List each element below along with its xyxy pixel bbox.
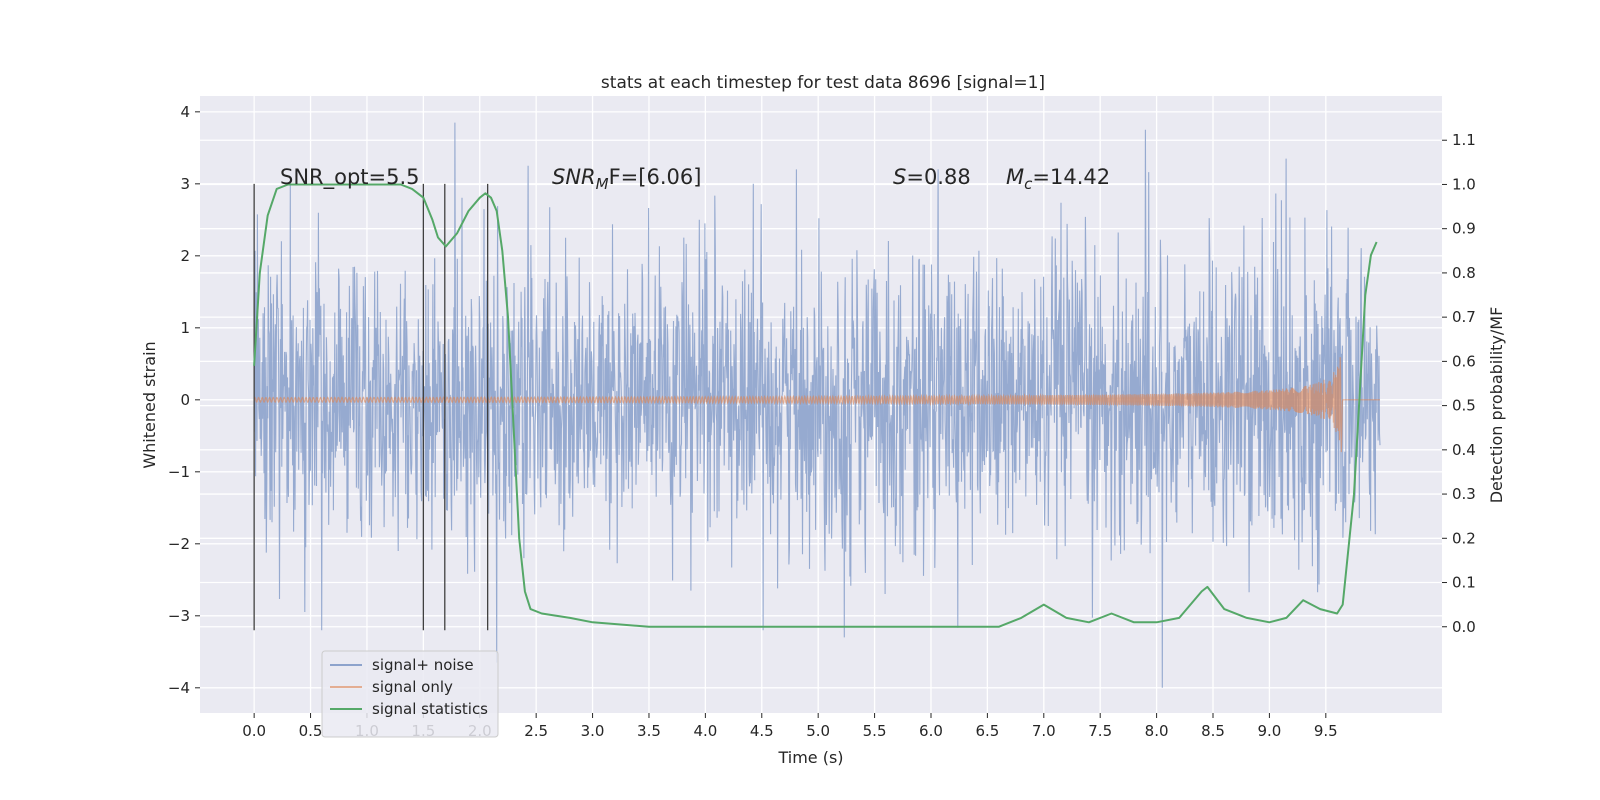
legend-label-signal-noise: signal+ noise xyxy=(372,656,474,674)
y2-axis-ticks: 0.0 0.1 0.2 0.3 0.4 0.5 0.6 0.7 0.8 0.9 1.0 1.1 xyxy=(1442,131,1476,636)
y-tick-label: 4 xyxy=(180,103,190,121)
x-tick-label: 5.5 xyxy=(863,722,887,740)
annotation-snr-mf-base: SNR xyxy=(552,165,596,189)
y-axis-label: Whitened strain xyxy=(140,341,159,468)
x-axis-label: Time (s) xyxy=(777,748,843,767)
annotation-snr-mf: SNRMF=[6.06] xyxy=(552,165,701,193)
x-tick-label: 2.5 xyxy=(524,722,548,740)
y-tick-label: −3 xyxy=(168,607,190,625)
x-tick-label: 4.5 xyxy=(750,722,774,740)
y2-tick-label: 0.3 xyxy=(1452,485,1476,503)
y2-tick-label: 0.1 xyxy=(1452,574,1476,592)
legend-label-signal-statistics: signal statistics xyxy=(372,700,488,718)
x-tick-label: 6.0 xyxy=(919,722,943,740)
x-tick-label: 6.5 xyxy=(975,722,999,740)
series-signal-statistics xyxy=(253,183,1378,628)
annotation-snr-mf-rest: F=[6.06] xyxy=(609,165,702,189)
y-tick-label: 2 xyxy=(180,247,190,265)
legend: signal+ noise signal only signal statist… xyxy=(321,650,499,738)
y2-tick-label: 0.2 xyxy=(1452,529,1476,547)
y-tick-label: 0 xyxy=(180,391,190,409)
x-tick-label: 0.5 xyxy=(299,722,323,740)
annotation-mc-sub: c xyxy=(1024,175,1033,193)
x-tick-label: 9.0 xyxy=(1257,722,1281,740)
x-tick-label: 9.5 xyxy=(1314,722,1338,740)
x-tick-label: 8.5 xyxy=(1201,722,1225,740)
annotation-s-label: S xyxy=(893,165,906,189)
y2-tick-label: 0.8 xyxy=(1452,264,1476,282)
y-axis-ticks: −4 −3 −2 −1 0 1 2 3 4 xyxy=(168,103,200,697)
annotation-mc: Mc=14.42 xyxy=(1006,165,1110,193)
x-tick-label: 7.0 xyxy=(1032,722,1056,740)
annotation-s-value: =0.88 xyxy=(906,165,970,189)
annotation-mc-value: =14.42 xyxy=(1032,165,1110,189)
annotation-snr-mf-sub: M xyxy=(596,175,609,193)
y-tick-label: −2 xyxy=(168,535,190,553)
y2-tick-label: 0.4 xyxy=(1452,441,1476,459)
x-tick-label: 8.0 xyxy=(1145,722,1169,740)
y2-tick-label: 0.0 xyxy=(1452,618,1476,636)
x-tick-label: 4.0 xyxy=(693,722,717,740)
x-tick-label: 5.0 xyxy=(806,722,830,740)
y-tick-label: 3 xyxy=(180,175,190,193)
legend-box xyxy=(321,650,499,738)
y2-tick-label: 1.1 xyxy=(1452,131,1476,149)
y2-tick-label: 0.5 xyxy=(1452,397,1476,415)
signal-statistics-line xyxy=(253,183,1378,628)
y-tick-label: 1 xyxy=(180,319,190,337)
y2-tick-label: 0.7 xyxy=(1452,308,1476,326)
y2-tick-label: 0.6 xyxy=(1452,352,1476,370)
signal-only-line xyxy=(253,357,1380,453)
y-tick-label: −1 xyxy=(168,463,190,481)
annotation-snr-opt: SNR_opt=5.5 xyxy=(280,165,420,190)
annotation-mc-label: M xyxy=(1006,165,1024,189)
x-tick-label: 3.5 xyxy=(637,722,661,740)
y-tick-label: −4 xyxy=(168,679,190,697)
y2-tick-label: 1.0 xyxy=(1452,175,1476,193)
annotation-s: S=0.88 xyxy=(893,165,971,189)
x-tick-label: 7.5 xyxy=(1088,722,1112,740)
x-tick-label: 3.0 xyxy=(581,722,605,740)
y2-tick-label: 0.9 xyxy=(1452,220,1476,238)
vertical-markers xyxy=(253,183,489,631)
series-signal-only xyxy=(253,357,1380,453)
x-tick-label: 0.0 xyxy=(242,722,266,740)
y2-axis-label: Detection probability/MF xyxy=(1487,307,1506,504)
chart-title: stats at each timestep for test data 869… xyxy=(601,73,1045,93)
legend-label-signal-only: signal only xyxy=(372,678,453,696)
